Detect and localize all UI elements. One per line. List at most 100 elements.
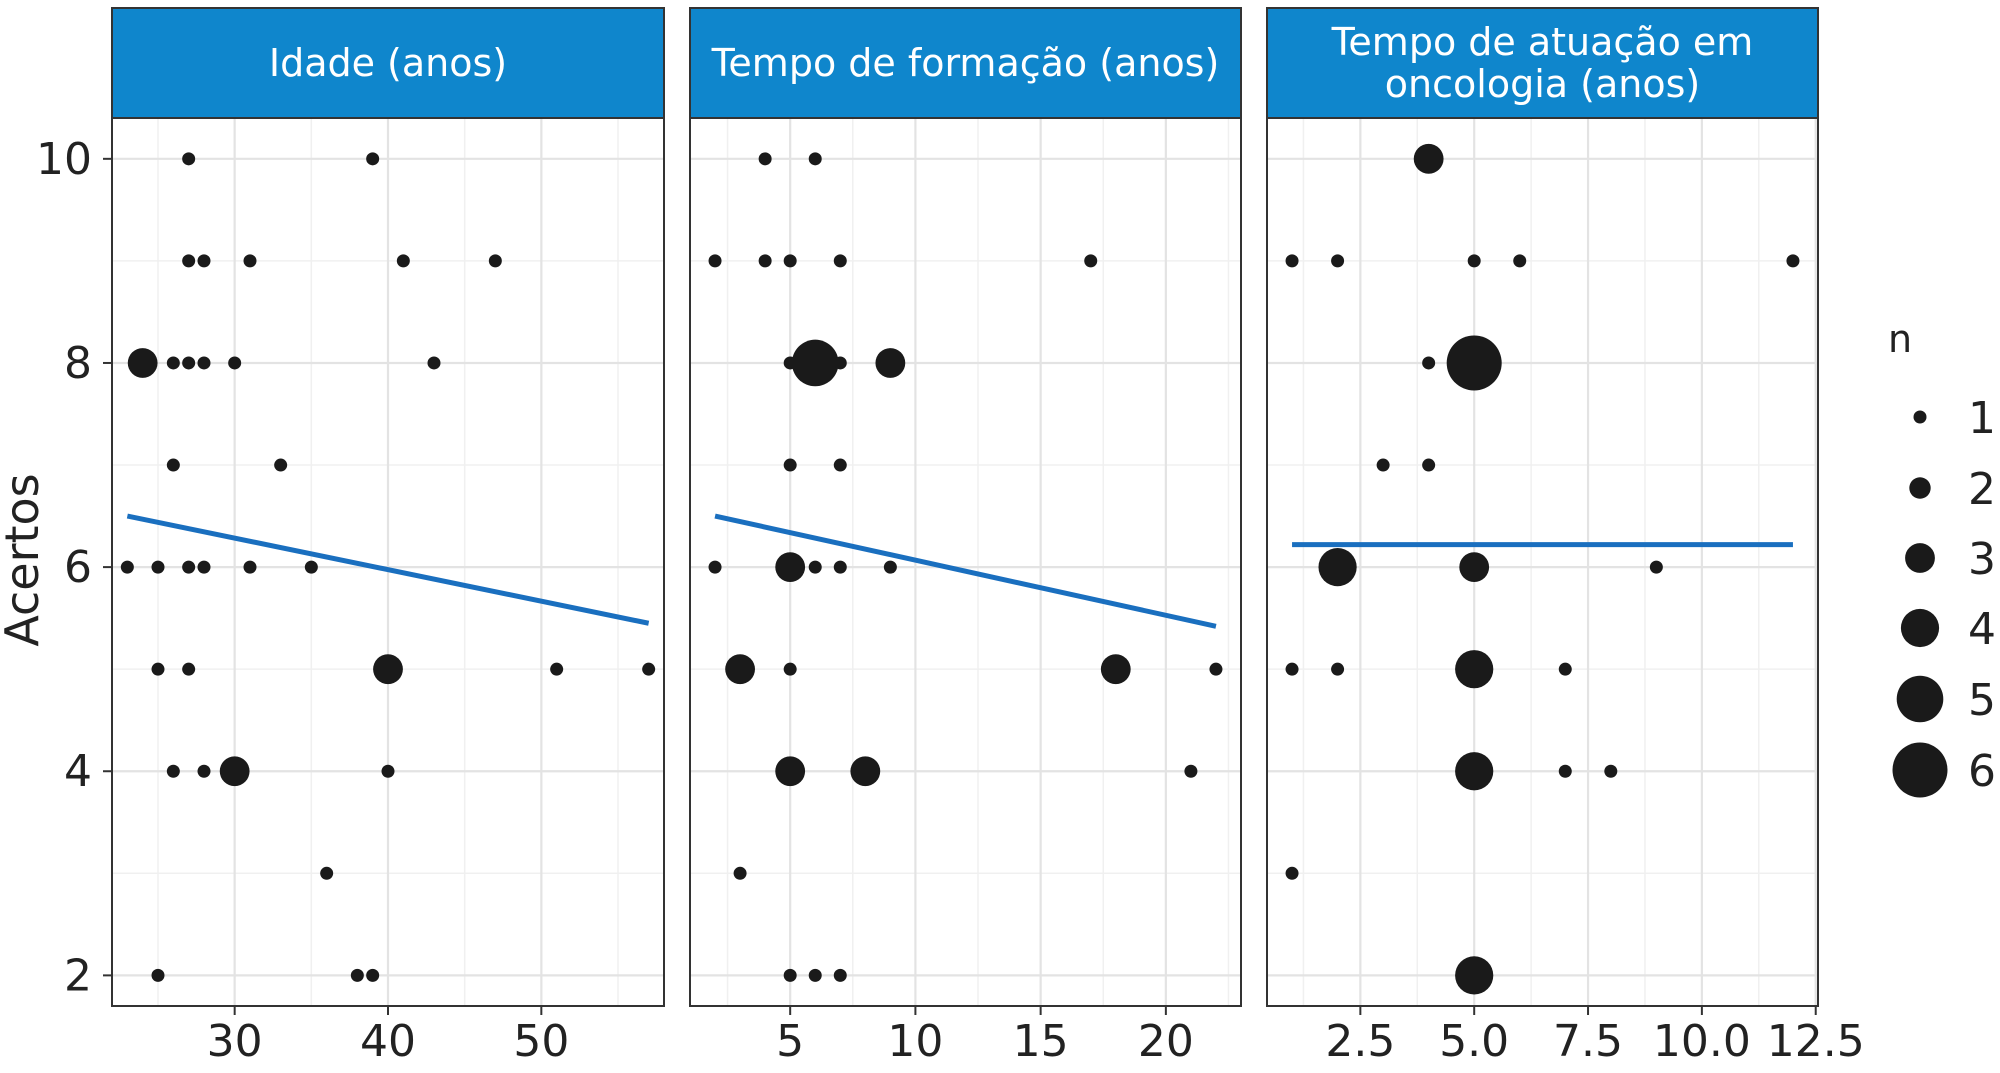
data-point (642, 662, 656, 676)
data-point (166, 356, 180, 370)
legend-key (1905, 543, 1935, 573)
x-tick-label: 5.0 (1439, 1016, 1509, 1067)
trend-line (714, 513, 1217, 629)
x-tick-label: 10 (887, 1016, 943, 1067)
data-point (166, 764, 180, 778)
data-point (1285, 866, 1299, 880)
x-tick-label: 2.5 (1325, 1016, 1395, 1067)
data-point (791, 339, 839, 387)
data-point (197, 560, 211, 574)
data-point (182, 560, 196, 574)
data-point (1455, 956, 1494, 995)
panel-2: Tempo de formação (anos) 5 10 15 20 (689, 7, 1242, 1067)
data-point (1455, 650, 1494, 689)
legend-label: 1 (1968, 393, 1996, 444)
data-point (1084, 254, 1098, 268)
data-point (1318, 548, 1357, 587)
data-point (350, 968, 364, 982)
data-point (1455, 752, 1494, 791)
legend-label: 3 (1968, 534, 1996, 585)
data-point (381, 764, 395, 778)
data-point (1184, 764, 1198, 778)
data-point (243, 254, 257, 268)
data-point (775, 756, 806, 787)
data-point (1413, 143, 1444, 174)
data-point (808, 152, 822, 166)
data-point (783, 458, 797, 472)
x-tick-label: 20 (1138, 1016, 1194, 1067)
x-tick-label: 40 (360, 1016, 416, 1067)
data-point (833, 968, 847, 982)
x-tick-label: 5 (776, 1016, 804, 1067)
data-point (488, 254, 502, 268)
facet-title: Idade (anos) (269, 41, 507, 85)
data-point (1422, 458, 1436, 472)
data-point (1331, 254, 1345, 268)
data-point (182, 254, 196, 268)
panels-layer: Idade (anos) 30 40 50 Tempo de formação (ano… (111, 7, 1865, 1067)
facet-strip (111, 7, 665, 119)
data-point (758, 152, 772, 166)
x-tick-label: 15 (1013, 1016, 1069, 1067)
data-point (783, 254, 797, 268)
y-tick-label: 10 (36, 134, 92, 185)
data-point (875, 348, 906, 378)
data-point (783, 968, 797, 982)
data-point (320, 866, 334, 880)
x-tick-label: 50 (513, 1016, 569, 1067)
data-point (151, 662, 165, 676)
data-point (427, 356, 441, 370)
legend-key (1909, 477, 1931, 499)
data-point (373, 654, 403, 685)
data-point (1649, 560, 1663, 574)
legend-key (1896, 675, 1944, 723)
data-point (1459, 552, 1490, 583)
legend: n 1 2 3 4 5 6 (1888, 317, 1996, 798)
legend-label: 4 (1968, 604, 1996, 655)
data-point (783, 662, 797, 676)
data-point (833, 254, 847, 268)
data-point (1467, 254, 1481, 268)
data-point (833, 560, 847, 574)
legend-label: 2 (1968, 464, 1996, 515)
data-point (1376, 458, 1390, 472)
data-point (396, 254, 410, 268)
x-tick-label: 12.5 (1767, 1016, 1865, 1067)
data-point (151, 968, 165, 982)
legend-label: 6 (1968, 746, 1996, 797)
x-tick-label: 30 (207, 1016, 263, 1067)
data-point (1786, 254, 1800, 268)
y-tick-label: 8 (64, 338, 92, 389)
y-tick-label: 4 (64, 746, 92, 797)
y-axis: 2 4 6 8 10 (36, 134, 112, 1001)
data-point (197, 254, 211, 268)
data-point (1285, 662, 1299, 676)
facet-strip (1266, 7, 1819, 119)
data-point (808, 560, 822, 574)
data-point (758, 254, 772, 268)
data-point (182, 152, 196, 166)
data-point (304, 560, 318, 574)
data-point (775, 552, 806, 583)
facet-strip (689, 7, 1242, 119)
data-point (1422, 356, 1436, 370)
data-point (228, 356, 242, 370)
data-point (850, 756, 881, 787)
panel-1: Idade (anos) 30 40 50 (111, 7, 665, 1067)
data-point (833, 356, 847, 370)
facet-title: Tempo de atuação em (1331, 20, 1754, 64)
data-point (166, 458, 180, 472)
data-point (1446, 335, 1502, 391)
data-point (366, 968, 380, 982)
data-point (1331, 662, 1345, 676)
legend-label: 5 (1968, 675, 1996, 726)
data-point (197, 764, 211, 778)
facet-title: Tempo de formação (anos) (711, 41, 1220, 85)
data-point (1558, 662, 1572, 676)
data-point (1558, 764, 1572, 778)
data-point (1209, 662, 1223, 676)
data-point (182, 356, 196, 370)
y-tick-label: 2 (64, 950, 92, 1001)
facet-title: oncologia (anos) (1385, 62, 1700, 106)
